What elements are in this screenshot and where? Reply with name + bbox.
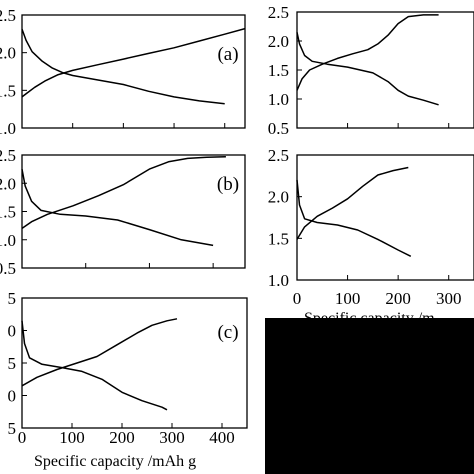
discharge-curve <box>296 32 439 106</box>
discharge-curve <box>21 320 168 411</box>
y-tick-label: 2.0 <box>0 174 16 193</box>
y-tick-label: 2.0 <box>268 188 289 207</box>
y-tick-label: 0 <box>8 387 17 406</box>
x-axis-title: Specific capacity /mAh g <box>34 453 196 470</box>
y-tick-label: 1.5 <box>268 61 289 80</box>
x-tick-label: 300 <box>159 428 185 447</box>
panel-label: (b) <box>217 174 239 195</box>
charge-curve <box>296 166 409 240</box>
x-tick-label: 400 <box>209 428 235 447</box>
charge-curve <box>21 27 246 98</box>
panel-label: (c) <box>217 322 238 343</box>
discharge-curve <box>21 168 214 247</box>
y-tick-label: 1.0 <box>268 90 289 109</box>
x-tick-label: 0 <box>293 289 302 308</box>
y-tick-label: 2.5 <box>268 3 289 22</box>
y-tick-label: 2.0 <box>268 32 289 51</box>
x-tick-label: 0 <box>18 428 27 447</box>
charge-curve <box>21 318 178 387</box>
charge-curve <box>21 155 226 230</box>
y-tick-label: 0.5 <box>268 119 289 138</box>
y-tick-label: 2.5 <box>0 146 16 165</box>
plot-frame <box>296 154 474 281</box>
y-tick-label: 1.0 <box>0 119 16 138</box>
plot-frame <box>21 297 248 429</box>
y-tick-label: 1.0 <box>268 271 289 290</box>
plot-frame <box>296 11 474 129</box>
discharge-curve <box>21 28 225 105</box>
y-tick-label: 1.5 <box>268 229 289 248</box>
y-tick-label: 0.5 <box>0 259 16 278</box>
y-tick-label: 2.5 <box>0 6 16 25</box>
panel-label: (a) <box>217 44 238 65</box>
x-tick-label: 300 <box>436 289 462 308</box>
y-tick-label: 5 <box>8 289 17 308</box>
y-tick-label: 1.0 <box>0 231 16 250</box>
blackout-region <box>265 318 474 474</box>
y-tick-label: 1.5 <box>0 203 16 222</box>
y-tick-label: 5 <box>8 419 17 438</box>
y-tick-label: 5 <box>8 354 17 373</box>
x-tick-label: 200 <box>109 428 135 447</box>
x-tick-label: 100 <box>335 289 361 308</box>
x-tick-label: 200 <box>385 289 411 308</box>
charge-curve <box>296 14 439 91</box>
y-tick-label: 2.0 <box>0 44 16 63</box>
x-tick-label: 100 <box>59 428 85 447</box>
y-tick-label: 0 <box>8 322 17 341</box>
y-tick-label: 2.5 <box>268 146 289 165</box>
y-tick-label: 1.5 <box>0 81 16 100</box>
plot-frame <box>21 14 246 129</box>
discharge-curve <box>296 179 412 257</box>
